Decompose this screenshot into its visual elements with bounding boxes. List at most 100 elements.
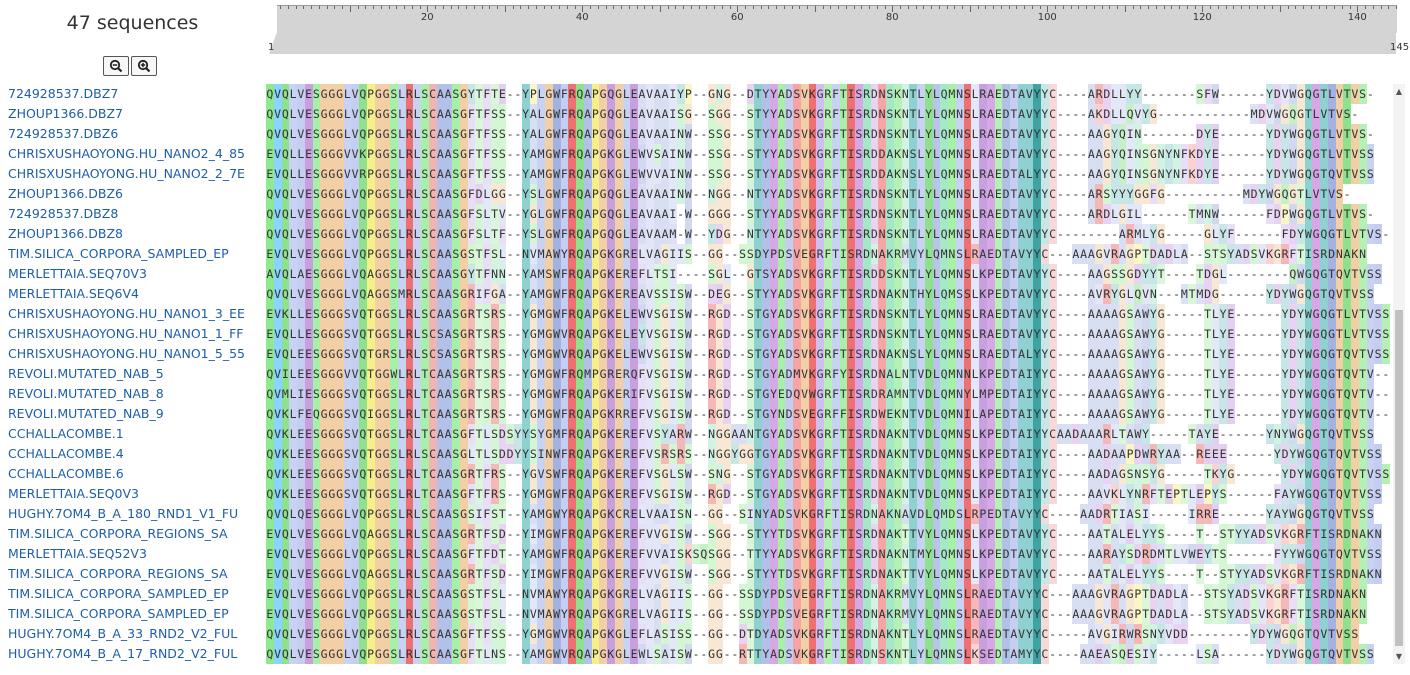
residue: S (855, 404, 863, 424)
sequence-name[interactable]: REVOLI.MUTATED_NAB_9 (8, 406, 164, 421)
residue: - (1165, 264, 1173, 284)
residue: - (1242, 284, 1251, 304)
sequence-name[interactable]: TIM.SILICA_CORPORA_REGIONS_SA (8, 566, 228, 581)
sequence-name[interactable]: ZHOUP1366.DBZ7 (8, 106, 123, 121)
zoom-out-button[interactable] (103, 56, 129, 76)
residue: Y (1296, 324, 1305, 344)
residue: G (374, 364, 383, 384)
sequence-name[interactable]: TIM.SILICA_CORPORA_SAMPLED_EP (8, 586, 229, 601)
residue: T (831, 584, 840, 604)
sequence-name[interactable]: TIM.SILICA_CORPORA_SAMPLED_EP (8, 246, 229, 261)
residue: - (738, 404, 747, 424)
residue: V (645, 324, 654, 344)
residue: F (483, 84, 491, 104)
residue: S (312, 584, 321, 604)
residue: G (707, 624, 716, 644)
residue: Y (560, 244, 569, 264)
sequence-name[interactable]: ZHOUP1366.DBZ8 (8, 226, 123, 241)
ruler-tick (1070, 6, 1072, 9)
residue: C (428, 544, 437, 564)
residue: G (1211, 284, 1220, 304)
sequence-name[interactable]: CHRISXUSHAOYONG.HU_NANO2_2_7E (8, 166, 245, 181)
sequence-name[interactable]: HUGHY.7OM4_B_A_180_RND1_V1_FU (8, 506, 239, 521)
residue: R (1281, 244, 1289, 264)
overview-ruler[interactable] (269, 32, 1396, 54)
residue: F (1180, 144, 1189, 164)
residue: - (1250, 504, 1258, 524)
residue: - (1064, 384, 1072, 404)
residue: R (568, 484, 576, 504)
scrollbar-thumb[interactable] (1395, 310, 1403, 646)
residue: Y (762, 624, 770, 644)
sequence-name[interactable]: MERLETTAIA.SEQ52V3 (8, 546, 147, 561)
residue: P (366, 544, 375, 564)
vertical-scrollbar[interactable]: ▲ ▼ (1393, 84, 1405, 664)
sequence-name[interactable]: TIM.SILICA_CORPORA_REGIONS_SA (8, 526, 228, 541)
sequence-name[interactable]: CHRISXUSHAOYONG.HU_NANO1_1_FF (8, 326, 244, 341)
alignment-grid[interactable]: QVQLVESGGGLVQPGGSLRLSCAASGYTFTE--YPLGWFR… (266, 84, 1390, 664)
ruler-tick (295, 6, 297, 9)
residue: R (893, 584, 902, 604)
residue: W (808, 384, 817, 404)
residue: I (847, 204, 855, 224)
residue: W (1289, 204, 1297, 224)
residue: W (1273, 624, 1282, 644)
residue: T (839, 564, 848, 584)
residue: E (614, 564, 623, 584)
sequence-name[interactable]: CCHALLACOMBE.1 (8, 426, 124, 441)
residue: G (707, 84, 716, 104)
scroll-up-arrow-icon[interactable]: ▲ (1395, 87, 1403, 96)
ruler-tick (590, 6, 591, 9)
residue: S (855, 444, 863, 464)
residue: K (808, 104, 817, 124)
sequence-name[interactable]: CCHALLACOMBE.6 (8, 466, 124, 481)
residue: A (1095, 544, 1103, 564)
scroll-down-arrow-icon[interactable]: ▼ (1395, 652, 1403, 661)
residue: - (1056, 344, 1065, 364)
sequence-name[interactable]: 724928537.DBZ7 (8, 86, 119, 101)
residue: A (1234, 604, 1243, 624)
residue: G (1126, 584, 1134, 604)
residue: Q (793, 384, 801, 404)
ruler-tick (1148, 6, 1149, 9)
residue: - (1157, 84, 1165, 104)
residue: Y (1041, 284, 1049, 304)
residue: V (297, 524, 305, 544)
residue: G (723, 424, 731, 444)
residue: S (1358, 164, 1367, 184)
sequence-name[interactable]: MERLETTAIA.SEQ6V4 (8, 286, 139, 301)
residue: D (785, 524, 793, 544)
sequence-name[interactable]: CHRISXUSHAOYONG.HU_NANO1_3_EE (8, 306, 245, 321)
residue: S (1203, 604, 1212, 624)
sequence-name[interactable]: CHRISXUSHAOYONG.HU_NANO2_4_85 (8, 146, 245, 161)
residue: Q (576, 644, 584, 664)
residue: D (785, 444, 793, 464)
residue: R (467, 344, 476, 364)
residue: R (405, 564, 414, 584)
sequence-name[interactable]: 724928537.DBZ8 (8, 206, 119, 221)
residue: R (661, 444, 669, 464)
sequence-name[interactable]: TIM.SILICA_CORPORA_SAMPLED_EP (8, 606, 229, 621)
position-ruler[interactable]: 20 40 60 80 100 120 140 (277, 5, 1397, 33)
sequence-name[interactable]: ZHOUP1366.DBZ6 (8, 186, 123, 201)
residue: T (1118, 424, 1127, 444)
residue: W (684, 324, 693, 344)
residue: N (1335, 244, 1344, 264)
residue: L (1196, 644, 1204, 664)
ruler-tick (791, 6, 793, 9)
zoom-in-button[interactable] (131, 56, 157, 76)
sequence-name[interactable]: HUGHY.7OM4_B_A_33_RND2_V2_FUL (8, 626, 238, 641)
residue: G (320, 544, 328, 564)
sequence-name[interactable]: CHRISXUSHAOYONG.HU_NANO1_5_55 (8, 346, 245, 361)
sequence-name[interactable]: REVOLI.MUTATED_NAB_8 (8, 386, 164, 401)
residue: W (1211, 204, 1220, 224)
sequence-name[interactable]: MERLETTAIA.SEQ70V3 (8, 266, 147, 281)
residue: G (762, 364, 770, 384)
alignment-row: EVQLLESGGGSVQTGGSLRLSCSASGRTSRS--YGMGWVR… (266, 324, 1390, 344)
sequence-name[interactable]: MERLETTAIA.SEQ0V3 (8, 486, 139, 501)
sequence-name[interactable]: REVOLI.MUTATED_NAB_5 (8, 366, 164, 381)
sequence-name[interactable]: HUGHY.7OM4_B_A_17_RND2_V2_FUL (8, 646, 238, 661)
residue: - (506, 164, 514, 184)
sequence-name[interactable]: 724928537.DBZ6 (8, 126, 119, 141)
sequence-name[interactable]: CCHALLACOMBE.4 (8, 446, 124, 461)
